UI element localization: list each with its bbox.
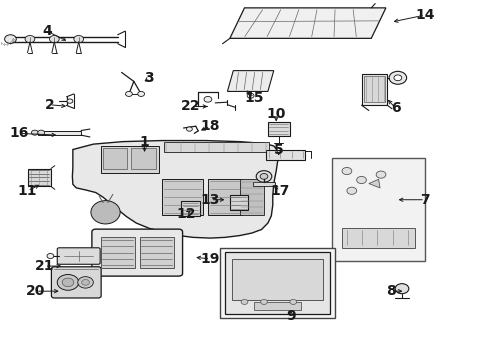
Circle shape <box>241 300 247 305</box>
Circle shape <box>394 284 408 294</box>
Circle shape <box>256 171 271 182</box>
Circle shape <box>81 279 89 285</box>
FancyBboxPatch shape <box>57 248 100 264</box>
Bar <box>27 168 51 186</box>
Bar <box>253 182 274 186</box>
Circle shape <box>125 91 132 96</box>
FancyBboxPatch shape <box>92 229 182 276</box>
Circle shape <box>62 278 74 287</box>
Text: 18: 18 <box>200 119 220 133</box>
Ellipse shape <box>91 201 120 224</box>
Text: 11: 11 <box>18 184 37 198</box>
Circle shape <box>341 167 351 175</box>
Circle shape <box>346 187 356 194</box>
Text: 2: 2 <box>44 98 54 112</box>
Text: 20: 20 <box>26 284 45 298</box>
Bar <box>361 74 386 105</box>
Circle shape <box>78 276 93 288</box>
Bar <box>161 179 203 215</box>
Polygon shape <box>229 8 385 39</box>
Circle shape <box>260 300 267 305</box>
Bar <box>229 195 248 211</box>
Bar <box>363 76 384 102</box>
Bar <box>224 252 329 315</box>
Bar <box>140 237 173 268</box>
Bar <box>239 179 264 215</box>
Text: 22: 22 <box>181 99 200 113</box>
FancyBboxPatch shape <box>51 267 101 298</box>
Circle shape <box>49 36 59 42</box>
Text: 1: 1 <box>140 135 149 149</box>
Bar <box>220 248 334 318</box>
Bar <box>103 148 127 169</box>
Text: 13: 13 <box>200 193 220 207</box>
Bar <box>207 179 242 215</box>
Text: 10: 10 <box>266 107 285 121</box>
Bar <box>181 201 199 216</box>
Polygon shape <box>368 179 379 188</box>
Text: 16: 16 <box>10 126 29 140</box>
Bar <box>266 149 305 159</box>
Circle shape <box>25 36 35 42</box>
Text: 19: 19 <box>200 252 220 266</box>
Circle shape <box>375 171 385 178</box>
Circle shape <box>260 174 267 179</box>
Circle shape <box>393 75 401 81</box>
Circle shape <box>388 71 406 84</box>
Bar <box>101 237 135 268</box>
Text: 5: 5 <box>273 143 283 157</box>
Polygon shape <box>227 71 273 91</box>
Circle shape <box>186 127 192 131</box>
Text: 8: 8 <box>385 284 395 298</box>
Bar <box>38 131 81 135</box>
Bar <box>163 141 268 152</box>
Bar <box>101 146 159 173</box>
Circle shape <box>57 274 79 290</box>
Circle shape <box>4 35 16 43</box>
Circle shape <box>203 96 211 102</box>
Circle shape <box>289 300 296 305</box>
Circle shape <box>246 93 253 98</box>
Circle shape <box>31 130 38 135</box>
Circle shape <box>47 253 54 258</box>
Text: 7: 7 <box>419 193 429 207</box>
Bar <box>331 158 424 261</box>
Text: 6: 6 <box>390 101 400 115</box>
Text: 17: 17 <box>270 184 289 198</box>
Circle shape <box>356 176 366 184</box>
Bar <box>254 302 300 310</box>
Text: 12: 12 <box>176 207 195 221</box>
Text: 21: 21 <box>35 259 54 273</box>
Text: 14: 14 <box>414 8 434 22</box>
Circle shape <box>138 91 144 96</box>
Circle shape <box>74 36 83 42</box>
Text: 9: 9 <box>285 309 295 323</box>
Polygon shape <box>72 140 278 238</box>
Text: 15: 15 <box>244 90 264 104</box>
Circle shape <box>38 130 44 135</box>
Text: 3: 3 <box>144 71 154 85</box>
Circle shape <box>67 99 73 103</box>
Bar <box>267 122 289 136</box>
Text: 4: 4 <box>42 24 52 38</box>
Bar <box>232 259 322 300</box>
Bar <box>131 148 156 169</box>
Bar <box>341 228 414 248</box>
